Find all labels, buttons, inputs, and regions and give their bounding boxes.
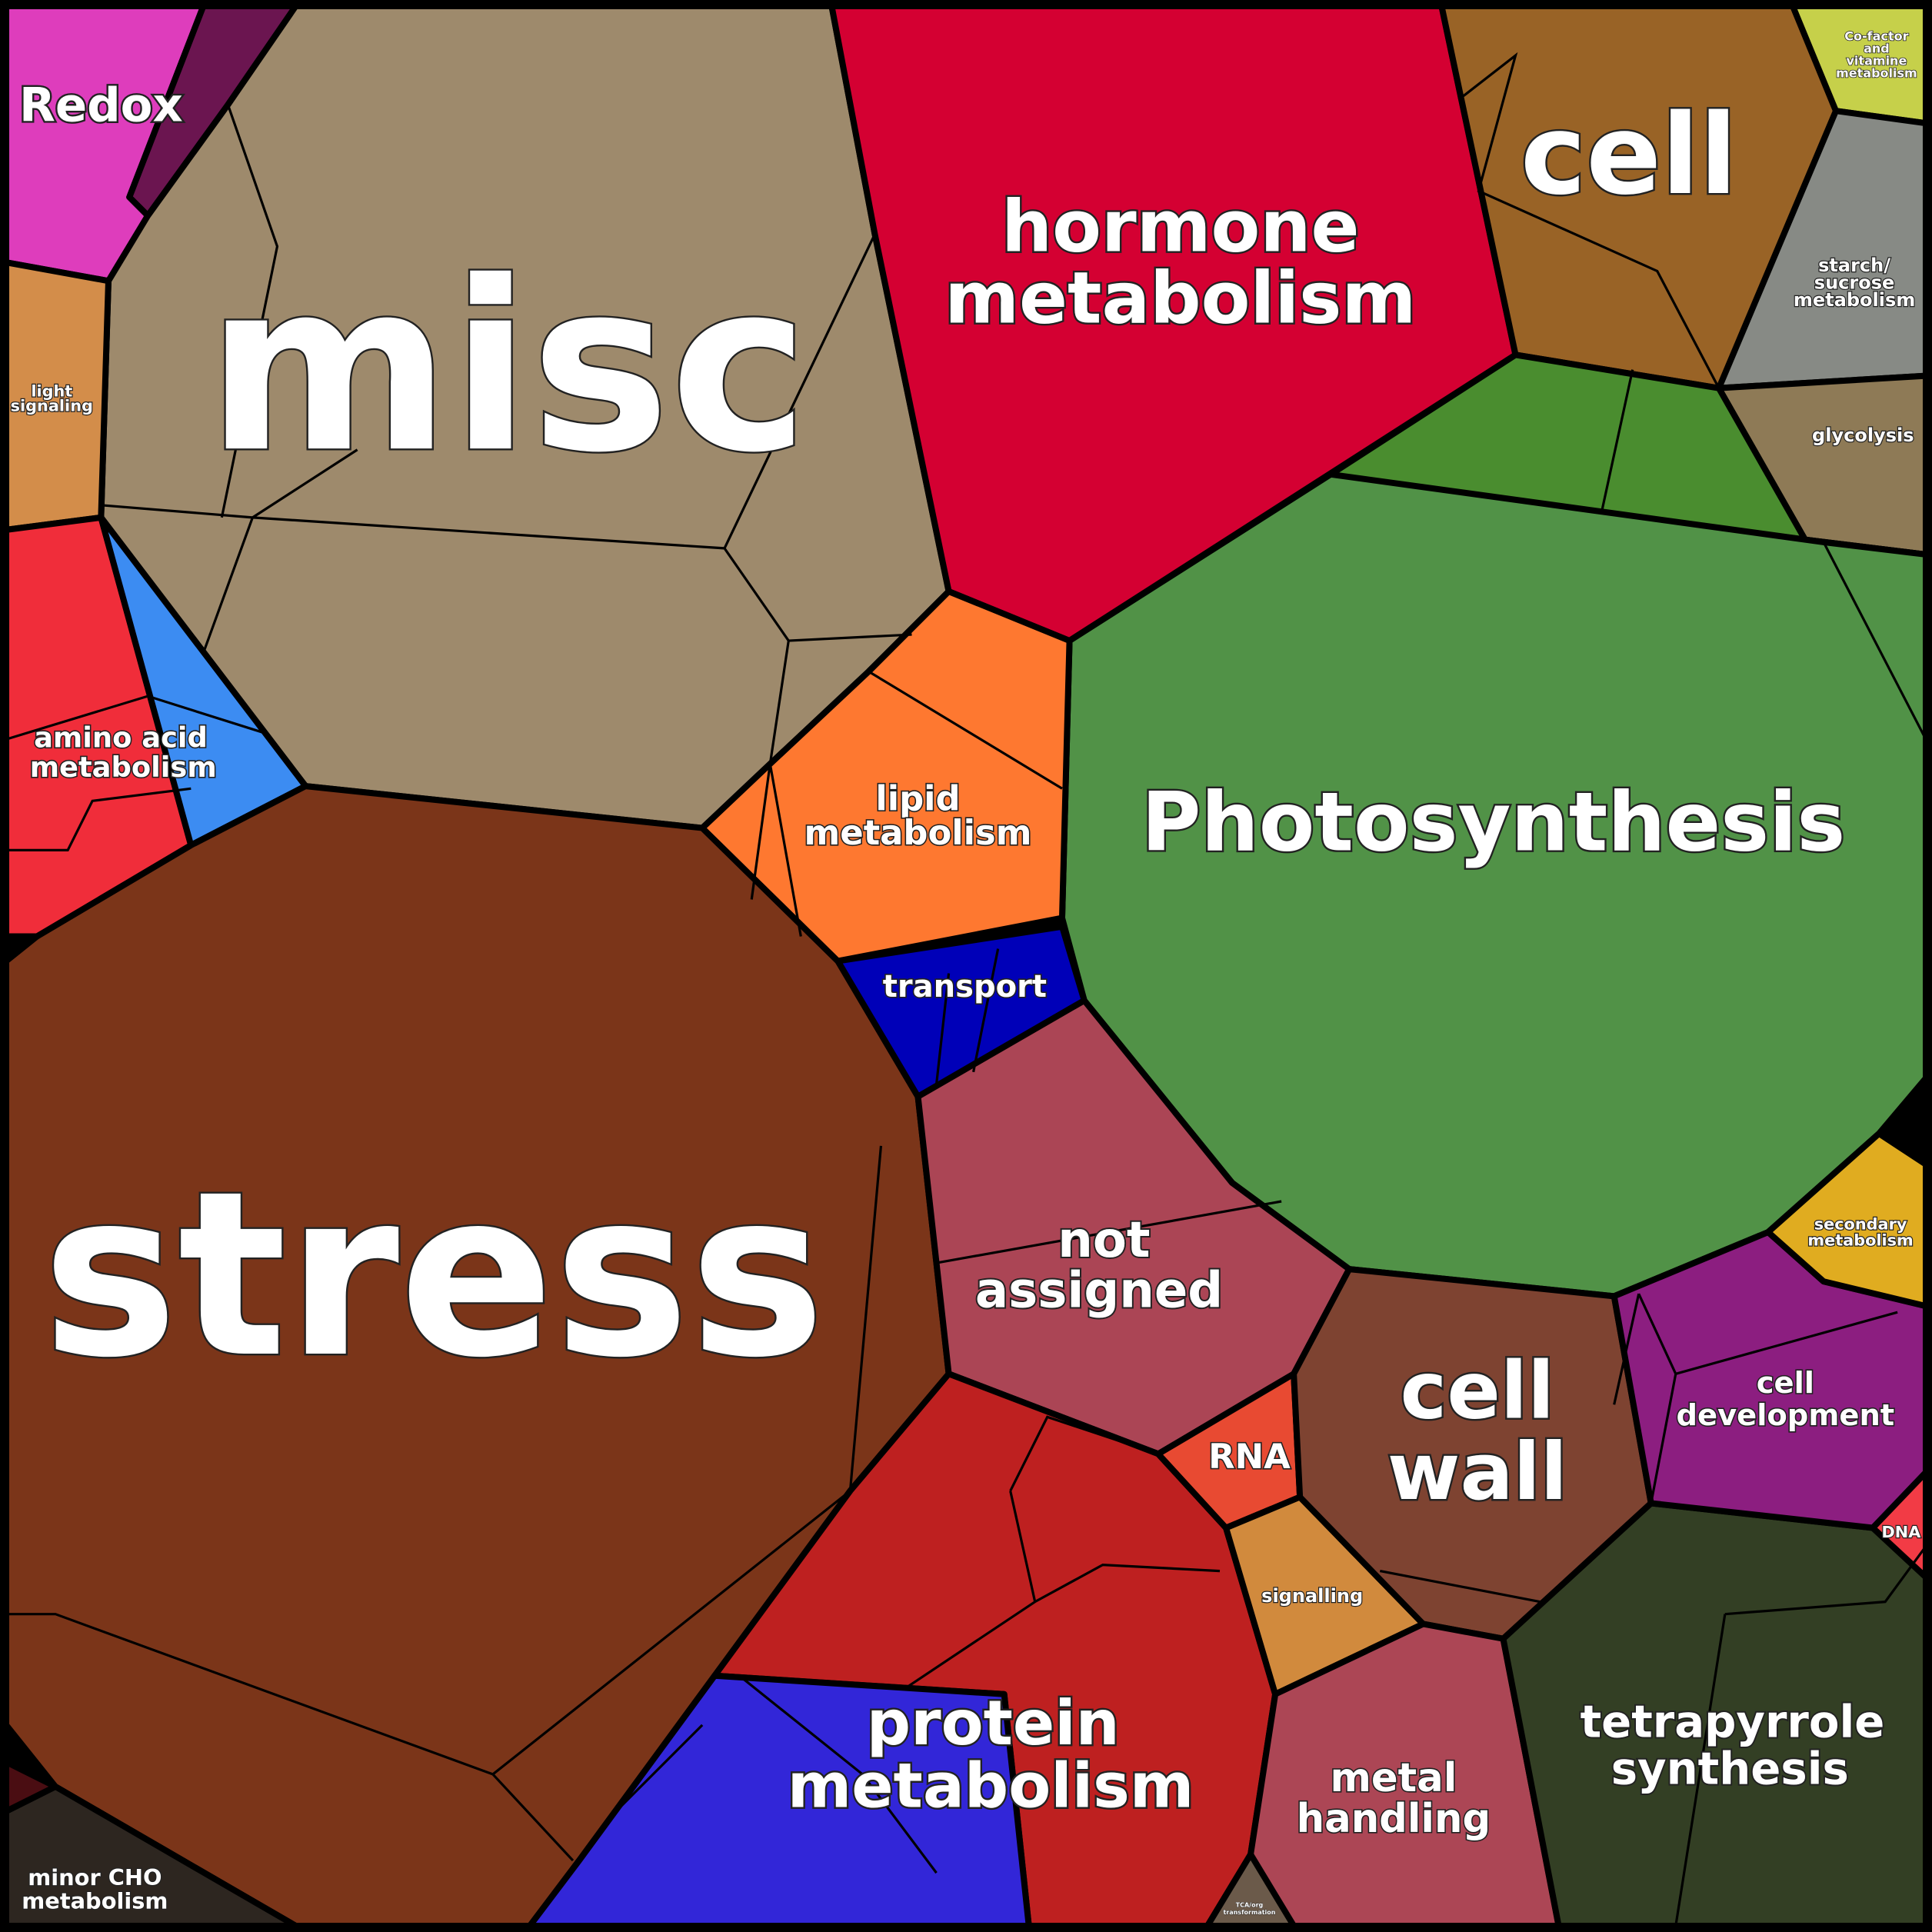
cell-label: minor CHO xyxy=(28,1864,162,1890)
cell-label: stress xyxy=(42,1142,825,1407)
cell-label: assigned xyxy=(975,1263,1223,1320)
cell-label: cell xyxy=(1521,91,1737,220)
cell-label: cell xyxy=(1757,1366,1814,1401)
cell-tca xyxy=(1204,1851,1297,1929)
cell-label: amino acid xyxy=(34,721,208,754)
cell-label: secondary xyxy=(1814,1214,1907,1233)
cell-label: Redox xyxy=(19,78,183,133)
cell-label: metabolism xyxy=(30,751,217,784)
labels: Redox misc hormone metabolism cell Co-fa… xyxy=(9,28,1921,1917)
cell-label: not xyxy=(1058,1212,1150,1269)
cell-label: hormone xyxy=(1001,185,1360,268)
sub-divisions xyxy=(5,5,1927,1927)
cell-label: wall xyxy=(1387,1427,1567,1518)
cell-label: synthesis xyxy=(1611,1742,1849,1794)
cell-secondary xyxy=(1764,1130,1929,1310)
cell-protein-blue xyxy=(526,1672,1032,1929)
cell-label: signaling xyxy=(11,397,93,415)
cell-label: metabolism xyxy=(804,812,1032,853)
cell-mitochondrial xyxy=(3,1758,59,1815)
cell-label: vitamine xyxy=(1846,54,1907,68)
cell-label: protein xyxy=(867,1687,1120,1759)
cell-label: signalling xyxy=(1261,1585,1363,1607)
cell-label: metabolism xyxy=(944,256,1416,339)
cell-label: development xyxy=(1677,1398,1895,1433)
cell-label: metal xyxy=(1331,1755,1457,1801)
cell-label: misc xyxy=(206,231,808,504)
cell-label: TCA/org xyxy=(1236,1901,1264,1908)
cell-label: metabolism xyxy=(22,1888,168,1914)
cell-label: lipid xyxy=(875,778,960,818)
cell-label: metabolism xyxy=(1836,66,1917,81)
cell-label: glycolysis xyxy=(1812,425,1914,446)
cell-label: starch/ xyxy=(1818,255,1890,276)
cell-label: and xyxy=(1864,42,1890,56)
cell-label: Photosynthesis xyxy=(1141,774,1845,869)
cell-label: DNA xyxy=(1882,1523,1921,1541)
cell-dna xyxy=(1870,1469,1929,1581)
cell-label: metabolism xyxy=(1794,289,1915,311)
cell-label: metabolism xyxy=(788,1750,1194,1822)
cell-label: RNA xyxy=(1208,1436,1291,1477)
cell-label: light xyxy=(31,381,72,400)
cell-label: metabolism xyxy=(1807,1231,1913,1249)
cell-label: tetrapyrrole xyxy=(1581,1695,1885,1747)
cell-label: handling xyxy=(1297,1796,1491,1842)
cell-label: cell xyxy=(1401,1345,1555,1437)
cell-label: Co-factor xyxy=(1844,29,1908,44)
cell-label: sucrose xyxy=(1814,271,1895,293)
cell-label: transport xyxy=(883,969,1047,1004)
cell-label: transformation xyxy=(1223,1909,1275,1916)
